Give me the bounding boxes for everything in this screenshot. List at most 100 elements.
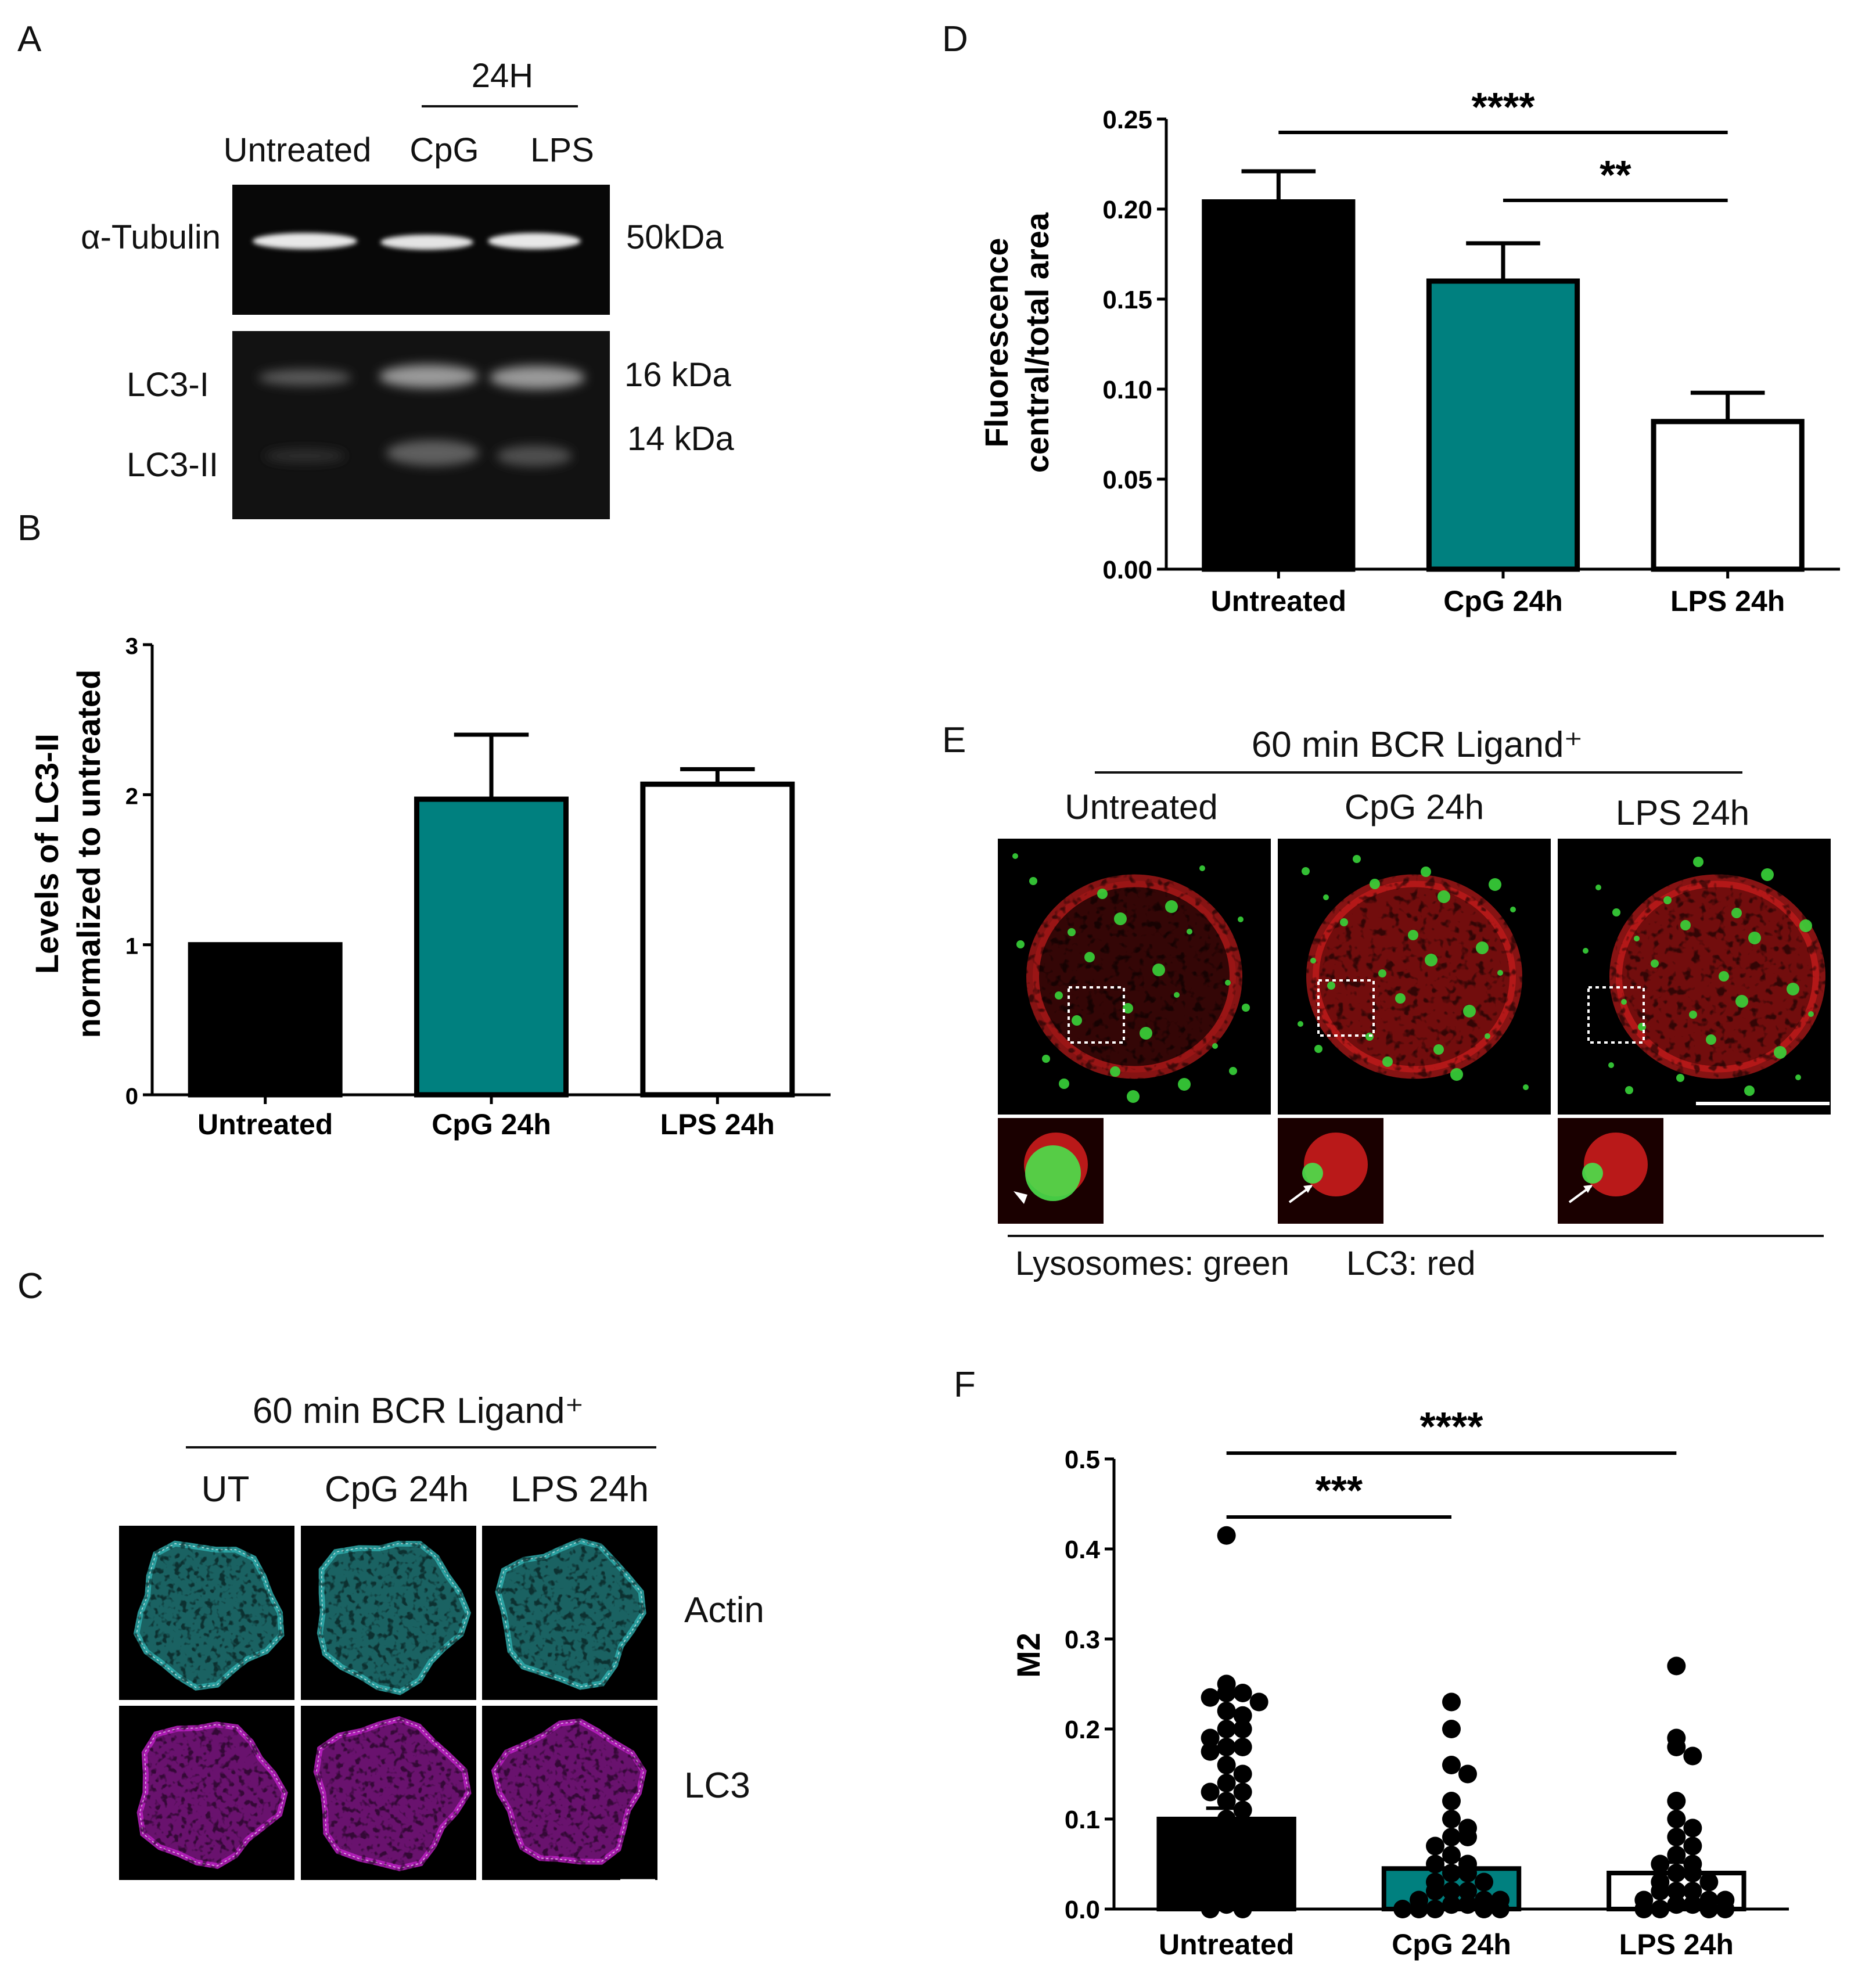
blot-row-label-lc3-i: LC3-I [127,366,209,404]
lysosome-spot [1229,1067,1237,1075]
arrow-icon [1583,1185,1593,1193]
data-point [1634,1900,1654,1918]
lysosome-spot [1621,999,1627,1005]
channel-label-actin: Actin [684,1590,764,1630]
data-point [1217,1864,1236,1882]
texture-overlay [482,1706,657,1880]
data-point [1201,1782,1220,1802]
y-tick-label: 0 [125,1084,138,1109]
y-tick-label: 0.00 [1102,556,1152,584]
data-point [1426,1854,1444,1874]
x-category-label: Untreated [1211,585,1346,617]
lysosome-spot [1735,995,1748,1008]
data-point [1667,1828,1686,1846]
lysosome-spot [1489,878,1501,891]
lysosome-spot [1029,877,1037,885]
y-axis-title: Levels of LC3-II [28,734,65,974]
panel-a-western-blot: 24H Untreated CpG LPS α-Tubulin LC3-I LC… [81,57,735,519]
data-point [1442,1864,1461,1882]
data-point [1667,1810,1686,1828]
data-point [1233,1900,1252,1918]
significance-label: **** [1420,1404,1484,1449]
data-point [1475,1900,1493,1918]
panel-e-col-untreated: Untreated [1065,788,1218,826]
lysosome-spot [1140,1027,1152,1040]
x-category-label: LPS 24h [1670,585,1785,617]
lysosome-spot [1761,868,1774,881]
data-point [1217,1684,1236,1702]
data-point [1442,1810,1461,1828]
lysosome-spot [1382,1056,1393,1067]
lysosome-spot [1165,900,1178,913]
bar-untreated [1202,199,1356,572]
data-point [1667,1738,1686,1756]
blot-lc3-membrane [232,331,610,519]
y-tick-label: 0.25 [1102,106,1152,134]
lysosome-spot [1016,940,1025,948]
lysosome-spot [1327,982,1335,990]
significance-label: *** [1315,1468,1363,1513]
x-category-label: CpG 24h [1443,585,1563,617]
lysosome-spot [1059,1079,1069,1089]
data-point [1233,1720,1252,1738]
data-point [1699,1900,1719,1918]
data-point [1249,1692,1268,1712]
data-point [1201,1818,1220,1838]
data-point [1667,1846,1686,1864]
lysosome-spot [1340,918,1348,926]
blot-row-label-tubulin: α-Tubulin [81,218,221,256]
lysosome-spot [1731,908,1742,918]
lysosome-spot [1323,894,1329,900]
lysosome-spot [1663,896,1672,904]
data-point [1201,1728,1220,1748]
panel-c-col-cpg: CpG 24h [325,1469,469,1509]
blot-group-label: 24H [472,57,533,95]
blot-marker-14kda: 14 kDa [627,420,735,458]
lysosome-spot [1187,929,1192,934]
y-axis-title: central/total area [1019,212,1055,473]
data-point [1217,1774,1236,1792]
lysosome-spot [1808,1011,1814,1017]
texture-overlay [119,1526,294,1700]
inset-green-signal [1025,1145,1081,1201]
data-point [1442,1792,1461,1810]
blot-marker-50kda: 50kDa [626,218,724,256]
lysosome-spot [1178,1078,1191,1091]
legend-lysosomes: Lysosomes: green [1015,1245,1289,1282]
data-point [1217,1720,1236,1738]
lysosome-spot [1055,991,1063,1000]
panel-letter-d: D [942,19,968,59]
bar-lps-24h [640,781,795,1098]
lysosome-spot [1450,1068,1463,1081]
y-tick-label: 2 [125,783,138,809]
lysosome-spot [1370,879,1380,889]
panel-e-microscopy: 60 min BCR Ligand⁺ Untreated CpG 24h LPS… [998,725,1831,1282]
lysosome-spot [1612,908,1620,916]
panel-b-bar-chart: 0 1 2 3 Untreated CpG 24h LPS 24h Levels of LC3… [28,634,831,1141]
data-point [1217,1792,1236,1810]
data-point [1683,1895,1702,1914]
data-point [1233,1706,1252,1725]
texture-overlay [482,1526,657,1700]
lysosome-spot [1302,867,1310,875]
data-point [1217,1756,1236,1774]
lysosome-spot [1353,855,1361,863]
data-point [1426,1900,1444,1918]
panel-c-image-grid [119,1526,657,1882]
data-point [1426,1882,1444,1900]
blot-lane-label-lps: LPS [530,131,594,169]
data-point [1442,1882,1461,1900]
lysosome-spot [1012,853,1018,859]
data-point [1667,1882,1686,1900]
lysosome-spot [1123,1003,1133,1013]
lysosome-spot [1437,890,1450,903]
texture-overlay [1278,839,1551,1115]
lysosome-spot [1042,1055,1050,1063]
inset-green-signal [1582,1163,1603,1184]
lysosome-spot [1680,920,1691,930]
data-point [1475,1872,1493,1892]
panel-c-col-ut: UT [202,1469,250,1509]
lysosome-spot [1395,993,1406,1004]
y-tick-label: 0.4 [1065,1536,1101,1564]
